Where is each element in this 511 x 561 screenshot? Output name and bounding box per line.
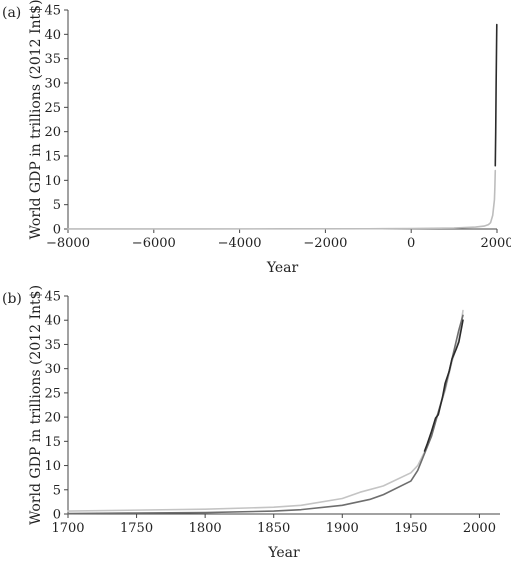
series-line-2 bbox=[67, 314, 464, 515]
x-tick-label: −8000 bbox=[46, 236, 90, 251]
x-tick-label: 1750 bbox=[120, 521, 153, 536]
x-tick-label: 2000 bbox=[463, 521, 496, 536]
series-line-2 bbox=[494, 23, 498, 167]
y-tick-label: 15 bbox=[44, 150, 61, 165]
x-axis-title: Year bbox=[266, 260, 299, 276]
y-tick-label: 20 bbox=[44, 125, 61, 140]
y-tick-label: 35 bbox=[44, 52, 61, 67]
panel-a: (a) 0 5 10 15 20 25 30 35 40 45 −8000 −6000 −4000 −200… bbox=[2, 0, 511, 276]
y-tick-label: 0 bbox=[53, 223, 61, 238]
y-tick-label: 30 bbox=[44, 77, 61, 92]
panel-b: (b) 0 5 10 15 20 25 30 35 40 45 1700 1750 1800 1850 190… bbox=[2, 285, 500, 561]
x-axis-title: Year bbox=[267, 545, 300, 561]
x-tick-label: −6000 bbox=[132, 236, 176, 251]
y-tick-label: 25 bbox=[44, 386, 61, 401]
y-tick-label: 25 bbox=[44, 101, 61, 116]
series-line-3 bbox=[423, 319, 464, 452]
x-tick-label: 1800 bbox=[189, 521, 222, 536]
y-tick-label: 15 bbox=[44, 435, 61, 450]
y-axis-title: World GDP in trillions (2012 Int$) bbox=[28, 0, 44, 240]
x-tick-label: 1900 bbox=[326, 521, 359, 536]
y-tick-label: 40 bbox=[44, 314, 61, 329]
y-tick-label: 10 bbox=[44, 459, 61, 474]
x-tick-label: −4000 bbox=[218, 236, 262, 251]
x-tick-label: 0 bbox=[407, 236, 415, 251]
y-tick-label: 45 bbox=[44, 290, 61, 305]
y-tick-label: 35 bbox=[44, 338, 61, 353]
y-tick-label: 20 bbox=[44, 411, 61, 426]
x-tick-label: 1700 bbox=[51, 521, 84, 536]
y-tick-label: 5 bbox=[53, 198, 61, 213]
panel-a-label: (a) bbox=[2, 5, 21, 21]
y-tick-label: 40 bbox=[44, 28, 61, 43]
panel-b-label: (b) bbox=[2, 291, 22, 307]
y-tick-label: 0 bbox=[53, 508, 61, 523]
y-tick-label: 45 bbox=[44, 4, 61, 19]
y-tick-label: 5 bbox=[53, 483, 61, 498]
x-tick-label: −2000 bbox=[303, 236, 347, 251]
x-tick-label: 1850 bbox=[257, 521, 290, 536]
y-tick-label: 30 bbox=[44, 362, 61, 377]
x-tick-label: 1950 bbox=[394, 521, 427, 536]
series-line-1 bbox=[67, 169, 497, 230]
x-tick-label: 2000 bbox=[480, 236, 511, 251]
y-tick-label: 10 bbox=[44, 174, 61, 189]
series-line-1 bbox=[67, 309, 464, 512]
y-axis-title: World GDP in trillions (2012 Int$) bbox=[28, 285, 44, 525]
